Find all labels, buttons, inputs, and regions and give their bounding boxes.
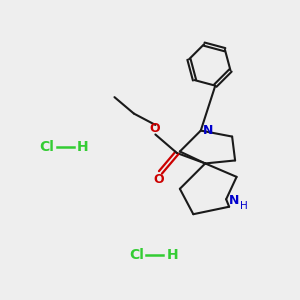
Text: O: O (149, 122, 160, 135)
Text: O: O (154, 173, 164, 186)
Text: Cl: Cl (40, 140, 54, 154)
Text: Cl: Cl (129, 248, 144, 262)
Text: H: H (240, 201, 247, 211)
Text: H: H (77, 140, 88, 154)
Text: H: H (167, 248, 178, 262)
Text: N: N (203, 124, 214, 137)
Text: N: N (229, 194, 239, 207)
